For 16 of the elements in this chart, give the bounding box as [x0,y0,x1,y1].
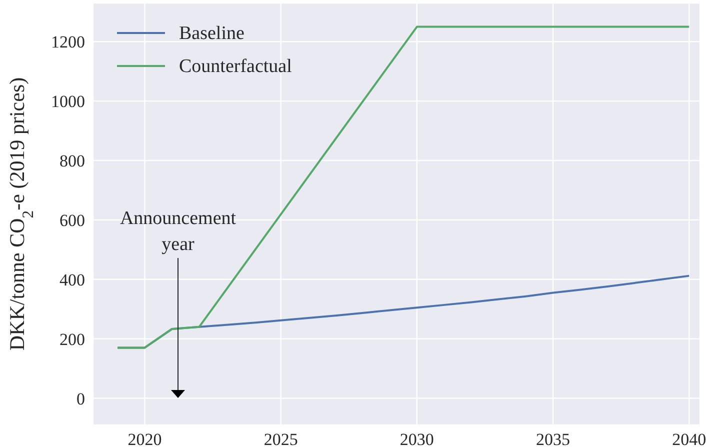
y-tick-label: 800 [60,152,85,171]
line-series [116,26,690,349]
y-tick-label: 1200 [51,32,85,52]
x-tick-label: 2030 [400,430,434,447]
y-tick-label: 1000 [51,92,85,112]
x-tick-label: 2040 [672,430,706,447]
legend-label: Baseline [179,23,244,44]
legend-label: Counterfactual [179,56,292,77]
x-tick-label: 2020 [128,430,162,447]
y-tick-label: 0 [76,389,85,408]
x-tick-label: 2035 [536,430,570,447]
y-tick-label: 600 [60,210,85,230]
y-tick-label: 200 [60,330,85,349]
x-tick-label: 2025 [264,430,298,447]
annotation: Announcement year [120,208,237,255]
y-tick-label: 400 [60,270,85,290]
